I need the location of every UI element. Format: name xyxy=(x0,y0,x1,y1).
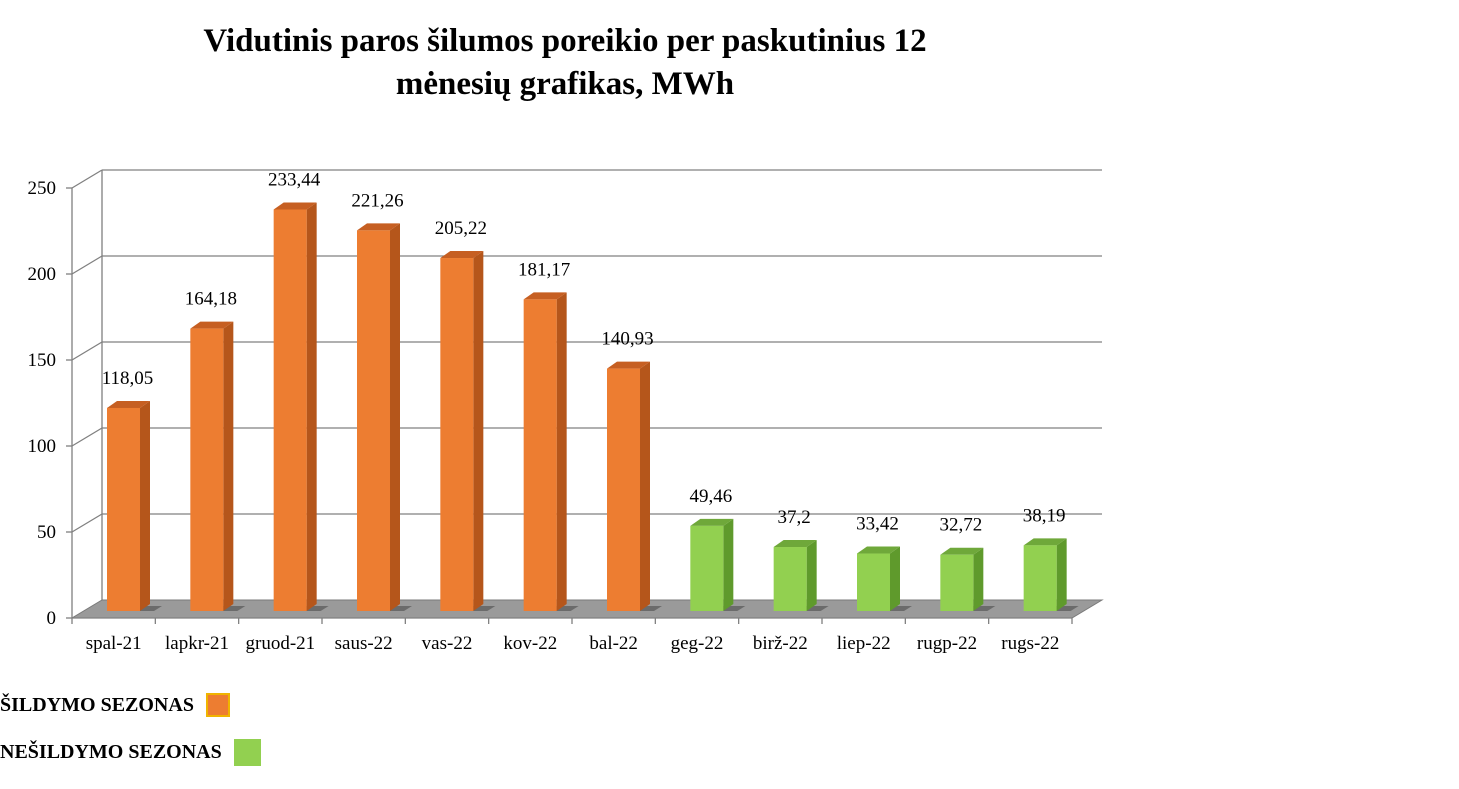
bar-lapkr-21 xyxy=(190,328,224,611)
chart-title-line-1: Vidutinis paros šilumos poreikio per pas… xyxy=(203,23,927,59)
x-tick-label: rugp-22 xyxy=(917,633,977,654)
bar-rugp-22 xyxy=(940,554,974,611)
data-label: 118,05 xyxy=(102,368,154,389)
x-tick-label: liep-22 xyxy=(837,633,891,654)
legend-nonheating-season: NEŠILDYMO SEZONAS xyxy=(0,737,261,767)
bar-birž-22 xyxy=(773,547,807,611)
x-tick-label: spal-21 xyxy=(86,633,142,654)
x-tick-label: birž-22 xyxy=(753,633,808,654)
y-tick-label: 100 xyxy=(28,436,57,457)
x-tick-label: rugs-22 xyxy=(1001,633,1059,654)
gridline-depth xyxy=(71,169,103,189)
bar-side xyxy=(890,546,900,611)
gridline-depth xyxy=(71,513,103,533)
bar-top xyxy=(523,292,567,300)
data-label: 221,26 xyxy=(351,190,403,211)
bar-kov-22 xyxy=(523,299,557,611)
x-tick-label: vas-22 xyxy=(422,633,473,654)
bar-vas-22 xyxy=(440,258,474,611)
bar-saus-22 xyxy=(357,230,390,611)
data-label: 205,22 xyxy=(435,218,487,239)
data-label: 32,72 xyxy=(939,515,982,536)
bar-gruod-21 xyxy=(273,209,307,611)
data-label: 181,17 xyxy=(518,259,570,280)
gridline-depth xyxy=(71,341,103,361)
x-tick-label: gruod-21 xyxy=(246,633,316,654)
bar-top xyxy=(607,361,650,369)
bar-top xyxy=(940,547,984,555)
data-label: 233,44 xyxy=(268,169,321,190)
bar-side xyxy=(973,547,984,611)
bar-top xyxy=(690,518,734,526)
bar-spal-21 xyxy=(107,407,140,611)
x-tick-label: kov-22 xyxy=(503,633,557,654)
gridline-depth xyxy=(71,255,103,275)
legend-nonheating-label: NEŠILDYMO SEZONAS xyxy=(0,740,222,763)
data-label: 164,18 xyxy=(185,289,237,310)
y-tick-label: 50 xyxy=(37,522,56,543)
bar-liep-22 xyxy=(857,553,890,611)
gridline-depth xyxy=(71,427,103,447)
legend-heating-swatch xyxy=(205,693,230,717)
chart-title-line-2: mėnesių grafikas, MWh xyxy=(395,66,735,102)
bar-top xyxy=(440,251,484,259)
bar-top xyxy=(107,400,150,408)
bar-top xyxy=(357,223,400,231)
bar-geg-22 xyxy=(690,525,724,611)
x-tick-label: saus-22 xyxy=(335,633,393,654)
bar-top xyxy=(857,546,900,554)
legend-nonheating-swatch xyxy=(233,738,261,766)
y-tick-label: 250 xyxy=(28,178,57,199)
bar-rugs-22 xyxy=(1023,545,1057,611)
bar-side xyxy=(723,518,734,611)
bar-top xyxy=(190,321,234,329)
data-label: 38,19 xyxy=(1023,505,1066,526)
bar-side xyxy=(1056,538,1067,611)
bar-side xyxy=(140,400,150,611)
data-label: 140,93 xyxy=(601,329,653,350)
x-tick-label: lapkr-21 xyxy=(165,633,229,654)
bar-top xyxy=(273,202,317,210)
chart-title: Vidutinis paros šilumos poreikio per pas… xyxy=(100,20,1030,106)
data-label: 37,2 xyxy=(778,507,811,528)
x-tick-label: bal-22 xyxy=(589,633,638,654)
bar-side xyxy=(306,202,317,611)
bar-top xyxy=(773,540,817,548)
y-tick-label: 200 xyxy=(28,264,57,285)
bar-side xyxy=(806,540,817,611)
y-tick-label: 150 xyxy=(28,350,57,371)
bar-side xyxy=(556,292,567,611)
bar-side xyxy=(223,321,234,611)
bar-bal-22 xyxy=(607,368,640,611)
bar-side xyxy=(390,223,400,611)
bar-top xyxy=(1023,538,1067,546)
y-tick-label: 0 xyxy=(47,608,57,629)
data-label: 49,46 xyxy=(689,486,732,507)
bar-side xyxy=(473,251,484,611)
x-tick-label: geg-22 xyxy=(671,633,724,654)
legend-heating-label: ŠILDYMO SEZONAS xyxy=(0,693,194,716)
data-label: 33,42 xyxy=(856,514,899,535)
legend-heating-season: ŠILDYMO SEZONAS xyxy=(0,690,230,720)
bar-side xyxy=(640,361,650,611)
